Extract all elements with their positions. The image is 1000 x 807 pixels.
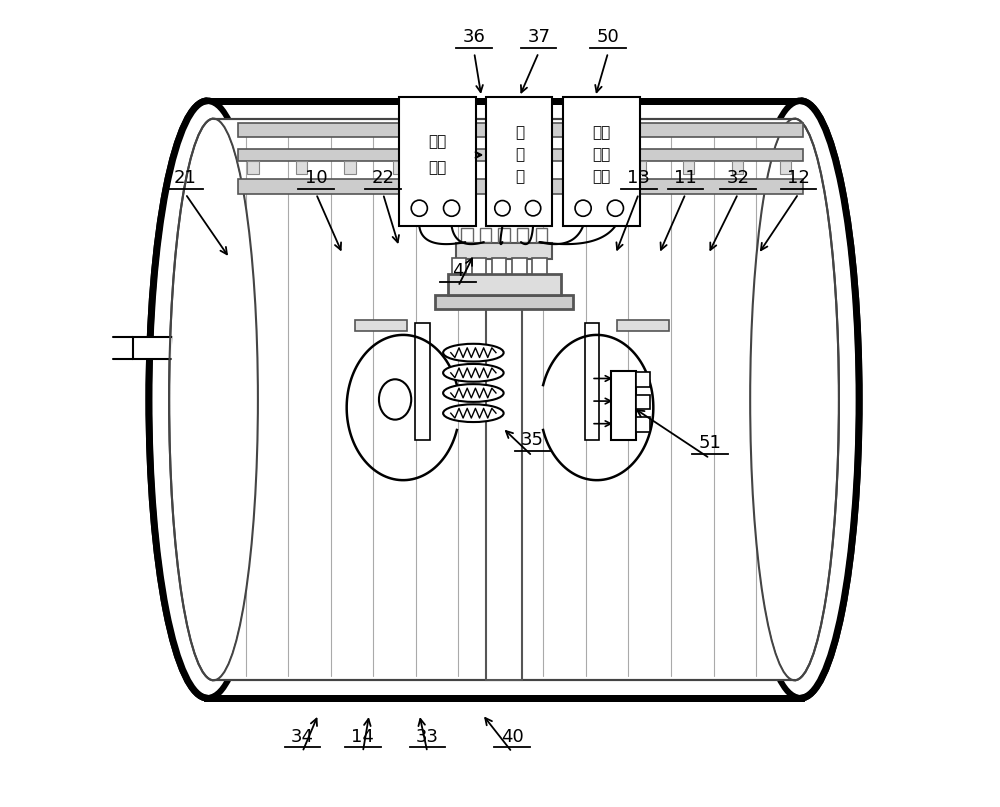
- Text: 13: 13: [627, 169, 650, 187]
- Bar: [296, 161, 307, 174]
- Text: 12: 12: [787, 169, 810, 187]
- Ellipse shape: [411, 200, 427, 216]
- Bar: [780, 161, 791, 174]
- Bar: [617, 320, 669, 331]
- Bar: [355, 320, 407, 331]
- Bar: [486, 295, 522, 680]
- Bar: [456, 243, 552, 259]
- Bar: [492, 258, 506, 274]
- Bar: [441, 161, 452, 174]
- Bar: [133, 337, 173, 359]
- Bar: [238, 179, 803, 194]
- Text: 36: 36: [463, 28, 486, 46]
- Text: 21: 21: [174, 169, 197, 187]
- Text: 35: 35: [521, 432, 544, 449]
- Text: 34: 34: [291, 728, 314, 746]
- Bar: [486, 97, 552, 226]
- Bar: [480, 228, 491, 242]
- Bar: [207, 101, 801, 698]
- Ellipse shape: [171, 121, 256, 678]
- Ellipse shape: [750, 119, 839, 680]
- Bar: [238, 123, 803, 137]
- Ellipse shape: [607, 200, 623, 216]
- Bar: [448, 274, 561, 295]
- Text: 14: 14: [351, 728, 374, 746]
- Text: 51: 51: [698, 434, 721, 452]
- Text: 4: 4: [452, 262, 464, 280]
- Ellipse shape: [443, 364, 504, 382]
- Text: 10: 10: [305, 169, 327, 187]
- Ellipse shape: [444, 200, 460, 216]
- Text: 插回: 插回: [592, 126, 610, 140]
- Text: 22: 22: [371, 169, 394, 187]
- Bar: [563, 97, 640, 226]
- Bar: [635, 161, 646, 174]
- Text: 仪: 仪: [515, 169, 524, 184]
- Bar: [538, 161, 549, 174]
- Bar: [461, 228, 473, 242]
- Bar: [247, 161, 259, 174]
- Ellipse shape: [443, 404, 504, 422]
- Text: 40: 40: [501, 728, 523, 746]
- Bar: [636, 395, 650, 409]
- Bar: [611, 371, 636, 440]
- Ellipse shape: [379, 379, 411, 420]
- Bar: [452, 258, 466, 274]
- Ellipse shape: [443, 344, 504, 362]
- Ellipse shape: [443, 384, 504, 402]
- Ellipse shape: [152, 104, 263, 695]
- Text: 温: 温: [515, 148, 524, 162]
- Text: 37: 37: [527, 28, 550, 46]
- Bar: [636, 372, 650, 387]
- Bar: [393, 161, 404, 174]
- Text: 试仪: 试仪: [592, 169, 610, 184]
- Bar: [399, 97, 476, 226]
- Bar: [532, 258, 547, 274]
- Text: 控: 控: [515, 126, 524, 140]
- Bar: [214, 119, 795, 680]
- Bar: [585, 323, 599, 440]
- Bar: [435, 295, 573, 309]
- Bar: [512, 258, 527, 274]
- Ellipse shape: [745, 104, 856, 695]
- Ellipse shape: [575, 200, 591, 216]
- Bar: [472, 258, 486, 274]
- Bar: [415, 323, 430, 440]
- Ellipse shape: [752, 121, 837, 678]
- Bar: [344, 161, 356, 174]
- Ellipse shape: [149, 101, 266, 698]
- Bar: [238, 149, 803, 161]
- Bar: [517, 228, 528, 242]
- Text: 损测: 损测: [592, 148, 610, 162]
- Ellipse shape: [742, 101, 859, 698]
- Bar: [636, 417, 650, 432]
- Text: 11: 11: [674, 169, 697, 187]
- Ellipse shape: [525, 200, 541, 216]
- Bar: [586, 161, 598, 174]
- Bar: [498, 228, 510, 242]
- Text: 32: 32: [727, 169, 750, 187]
- Bar: [490, 161, 501, 174]
- Text: 33: 33: [416, 728, 439, 746]
- Text: 50: 50: [597, 28, 620, 46]
- Bar: [732, 161, 743, 174]
- Ellipse shape: [169, 119, 258, 680]
- Bar: [536, 228, 547, 242]
- Bar: [683, 161, 694, 174]
- Text: 直流: 直流: [428, 135, 447, 149]
- Ellipse shape: [495, 200, 510, 216]
- Text: 电源: 电源: [428, 161, 447, 175]
